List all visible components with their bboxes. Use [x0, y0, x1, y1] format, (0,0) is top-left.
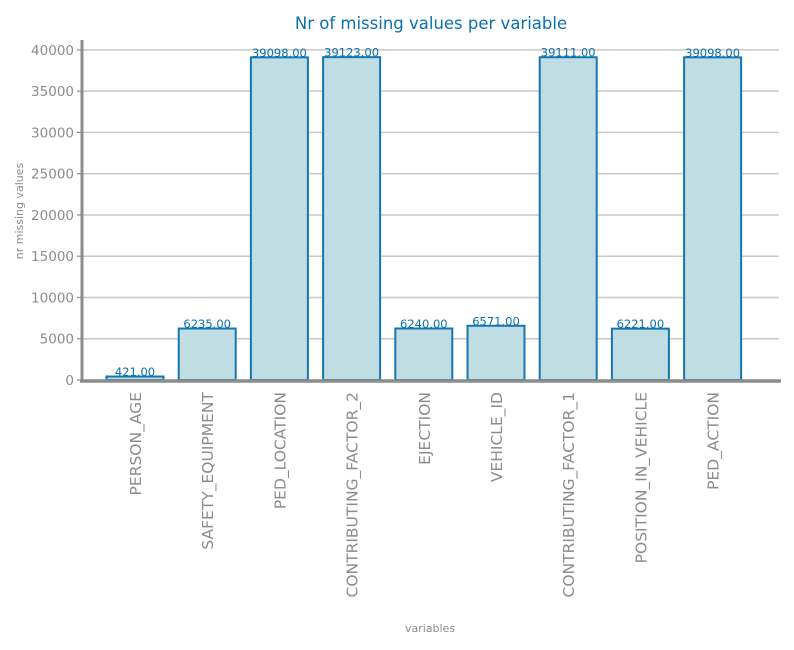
bar	[538, 56, 598, 381]
gridlines	[82, 49, 779, 340]
bar	[610, 327, 670, 381]
x-tick-label: SAFETY_EQUIPMENT	[199, 391, 218, 549]
x-tick-label: EJECTION	[416, 392, 434, 465]
chart-title: Nr of missing values per variable	[295, 14, 567, 33]
y-tick-label: 10000	[31, 290, 74, 306]
y-tick-label: 40000	[31, 43, 74, 59]
data-label: 421.00	[115, 365, 155, 379]
x-tick-label: CONTRIBUTING_FACTOR_1	[560, 392, 579, 598]
axes	[77, 40, 781, 383]
x-tick-label: PERSON_AGE	[127, 392, 146, 495]
y-tick-label: 35000	[31, 84, 74, 100]
y-tick-label: 20000	[31, 208, 74, 224]
y-tick-label: 5000	[40, 332, 74, 348]
bar	[249, 56, 309, 382]
x-axis-label: variables	[405, 622, 455, 635]
data-label: 39098.00	[252, 46, 307, 60]
bar	[466, 324, 526, 382]
data-label: 6235.00	[183, 317, 231, 331]
bar	[322, 56, 382, 381]
x-tick-label: POSITION_IN_VEHICLE	[632, 392, 651, 563]
y-tick-label: 30000	[31, 125, 74, 141]
y-tick-label: 0	[65, 373, 74, 389]
data-label: 6571.00	[472, 314, 520, 328]
data-labels: 421.00 6235.00 39098.00 39123.00 6240.00 6571…	[115, 46, 740, 379]
data-label: 6240.00	[400, 317, 448, 331]
x-tick-label: VEHICLE_ID	[488, 392, 507, 482]
bar	[394, 327, 454, 381]
data-label: 6221.00	[617, 317, 665, 331]
bars	[105, 56, 743, 382]
bar	[683, 56, 743, 382]
x-tick-label: PED_ACTION	[705, 392, 724, 490]
data-label: 39111.00	[541, 46, 596, 60]
bar	[177, 327, 237, 381]
y-tick-label: 25000	[31, 167, 74, 183]
x-tick-label: PED_LOCATION	[271, 392, 290, 509]
data-label: 39123.00	[324, 46, 379, 60]
tick-labels: 0 5000 10000 15000 20000 25000 30000 35000 40000…	[31, 43, 724, 598]
y-tick-label: 15000	[31, 249, 74, 265]
x-tick-label: CONTRIBUTING_FACTOR_2	[344, 392, 363, 598]
data-label: 39098.00	[685, 46, 740, 60]
y-axis-label: nr missing values	[13, 162, 26, 259]
